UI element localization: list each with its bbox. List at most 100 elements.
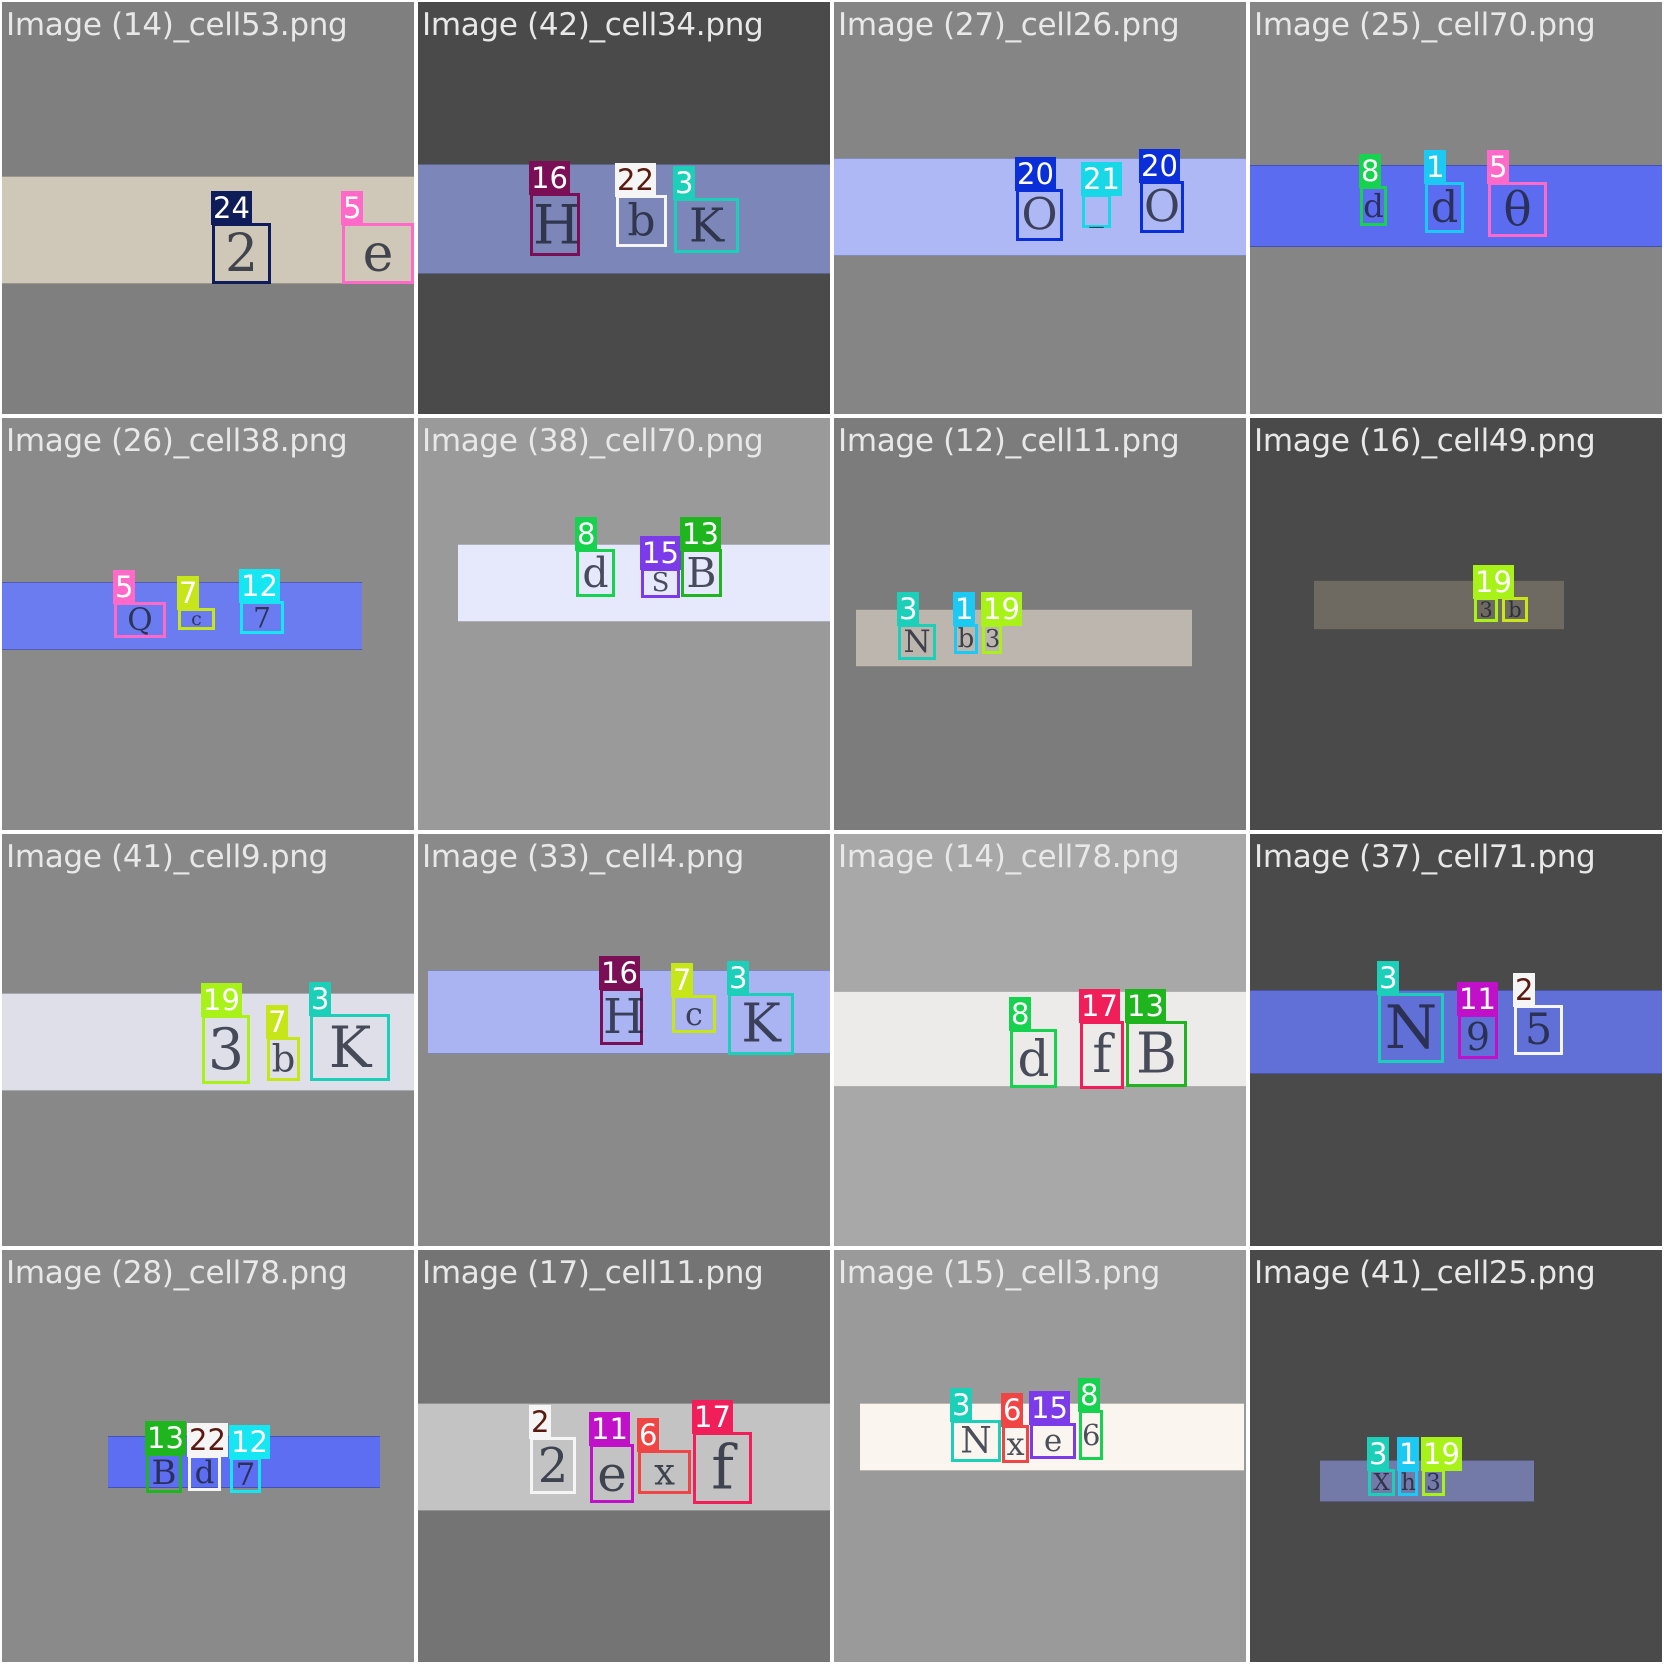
class-label-tag: 11 <box>589 1412 630 1446</box>
handwritten-glyph: 5 <box>1524 1005 1553 1055</box>
class-label-tag: 15 <box>640 536 681 570</box>
handwritten-glyph: H <box>533 193 581 256</box>
mosaic-tile: B 13 d 22 7 12 Image (28)_cell78.png <box>2 1250 414 1662</box>
bounding-box: c <box>178 608 215 630</box>
class-label-tag: 19 <box>1421 1437 1462 1471</box>
handwritten-glyph: f <box>711 1432 734 1504</box>
bounding-box: 9 <box>1458 1014 1498 1059</box>
bounding-box: 3 <box>1474 597 1498 622</box>
bounding-box: H <box>600 988 645 1045</box>
class-label-tag: 7 <box>671 963 694 997</box>
mosaic-tile: 2 2 e 11 x 6 f 17 Image (17)_cell11.png <box>418 1250 830 1662</box>
class-label-tag: 6 <box>637 1418 660 1452</box>
tile-filename: Image (27)_cell26.png <box>838 7 1180 43</box>
class-label-tag: 22 <box>615 163 656 197</box>
image-strip <box>834 991 1246 1087</box>
handwritten-glyph: e <box>362 223 394 284</box>
bounding-box: d <box>188 1455 221 1491</box>
class-label-tag: 19 <box>201 983 242 1017</box>
bounding-box: 2 <box>530 1437 576 1494</box>
handwritten-glyph: O <box>1021 189 1058 241</box>
handwritten-glyph: c <box>685 995 703 1033</box>
mosaic-tile: N 3 x 6 e 15 6 8 Image (15)_cell3.png <box>834 1250 1246 1662</box>
tile-filename: Image (14)_cell53.png <box>6 7 348 43</box>
handwritten-glyph: f <box>1092 1025 1112 1085</box>
class-label-tag: 3 <box>950 1388 973 1422</box>
handwritten-glyph: e <box>597 1444 627 1503</box>
handwritten-glyph: K <box>688 198 725 253</box>
class-label-tag: 1 <box>953 592 976 626</box>
bounding-box: f <box>1080 1021 1124 1089</box>
bounding-box: f <box>693 1432 752 1504</box>
bounding-box: K <box>674 198 739 253</box>
mosaic-tile: Q 5 c 7 7 12 Image (26)_cell38.png <box>2 418 414 830</box>
tile-filename: Image (14)_cell78.png <box>838 839 1180 875</box>
handwritten-glyph: Q <box>127 602 153 638</box>
class-label-tag: 11 <box>1457 982 1498 1016</box>
handwritten-glyph: B <box>686 549 717 597</box>
mosaic-tile: N 3 9 11 5 2 Image (37)_cell71.png <box>1250 834 1662 1246</box>
mosaic-tile: d 8 S 15 B 13 Image (38)_cell70.png <box>418 418 830 830</box>
class-label-tag: 3 <box>897 592 920 626</box>
bounding-box: c <box>672 995 716 1033</box>
image-strip <box>1250 165 1662 247</box>
handwritten-glyph: 2 <box>224 223 259 284</box>
handwritten-glyph: X <box>1373 1469 1390 1496</box>
bounding-box: _ <box>1082 194 1111 228</box>
bounding-box: e <box>342 223 414 284</box>
bounding-box: 6 <box>1079 1410 1103 1460</box>
handwritten-glyph: 3 <box>207 1016 245 1083</box>
bounding-box: N <box>1378 993 1444 1063</box>
tile-filename: Image (25)_cell70.png <box>1254 7 1596 43</box>
tile-filename: Image (12)_cell11.png <box>838 423 1180 459</box>
image-strip <box>1250 990 1662 1074</box>
tile-filename: Image (37)_cell71.png <box>1254 839 1596 875</box>
bounding-box: O <box>1016 189 1063 241</box>
handwritten-glyph: e <box>1043 1423 1063 1459</box>
tile-filename: Image (28)_cell78.png <box>6 1255 348 1291</box>
class-label-tag: 20 <box>1139 149 1180 183</box>
bounding-box: H <box>530 193 580 256</box>
handwritten-glyph: 3 <box>1426 1469 1441 1496</box>
bounding-box: K <box>310 1014 390 1081</box>
class-label-tag: 7 <box>177 576 200 610</box>
class-label-tag: 16 <box>529 161 570 195</box>
class-label-tag: 13 <box>145 1421 186 1455</box>
mosaic-tile: H 16 c 7 K 3 Image (33)_cell4.png <box>418 834 830 1246</box>
class-label-tag: 21 <box>1081 162 1122 196</box>
handwritten-glyph: 2 <box>537 1437 569 1494</box>
class-label-tag: 5 <box>341 191 364 225</box>
class-label-tag: 19 <box>1473 565 1514 599</box>
handwritten-glyph: 6 <box>1082 1418 1101 1452</box>
handwritten-glyph: θ <box>1503 182 1532 237</box>
class-label-tag: 20 <box>1015 157 1056 191</box>
tile-filename: Image (38)_cell70.png <box>422 423 764 459</box>
bounding-box: 5 <box>1514 1005 1563 1055</box>
handwritten-glyph: d <box>194 1455 215 1491</box>
handwritten-glyph: d <box>1363 187 1384 225</box>
bounding-box: B <box>681 549 722 597</box>
handwritten-glyph: c <box>191 608 202 630</box>
handwritten-glyph: b <box>1508 597 1522 622</box>
handwritten-glyph: B <box>1135 1021 1178 1087</box>
bounding-box: d <box>1425 182 1464 233</box>
bounding-box: h <box>1398 1469 1418 1496</box>
tile-filename: Image (26)_cell38.png <box>6 423 348 459</box>
class-label-tag: 5 <box>113 570 136 604</box>
class-label-tag: 5 <box>1487 150 1510 184</box>
handwritten-glyph: b <box>957 624 975 654</box>
class-label-tag: 1 <box>1424 150 1447 184</box>
handwritten-glyph: N <box>1384 993 1438 1063</box>
class-label-tag: 2 <box>529 1405 552 1439</box>
mosaic-tile: 3 19 b Image (16)_cell49.png <box>1250 418 1662 830</box>
handwritten-glyph: 7 <box>235 1457 256 1493</box>
tile-filename: Image (42)_cell34.png <box>422 7 764 43</box>
handwritten-glyph: x <box>654 1450 675 1494</box>
mosaic-tile: 2 24 e 5 Image (14)_cell53.png <box>2 2 414 414</box>
bounding-box: b <box>954 624 978 654</box>
bounding-box: b <box>1502 597 1528 622</box>
mosaic-tile: O 20 _ 21 O 20 Image (27)_cell26.png <box>834 2 1246 414</box>
mosaic-tile: d 8 d 1 θ 5 Image (25)_cell70.png <box>1250 2 1662 414</box>
tile-filename: Image (16)_cell49.png <box>1254 423 1596 459</box>
